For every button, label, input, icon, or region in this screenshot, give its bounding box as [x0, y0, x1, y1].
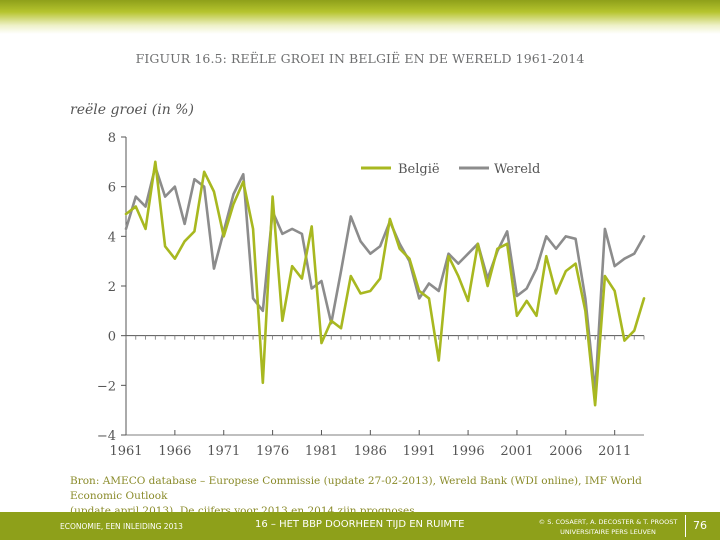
x-tick-label: 1981 [305, 444, 338, 459]
x-tick-label: 2001 [500, 444, 533, 459]
y-tick-label: −4 [97, 429, 116, 444]
series-line-wereld [124, 165, 646, 395]
y-axis-label: reële groei (in %) [70, 102, 194, 118]
x-tick-label: 1996 [452, 444, 485, 459]
footer-copyright: © S. COSAERT, A. DECOSTER & T. PROOST UN… [538, 517, 678, 537]
x-tick-label: 1971 [207, 444, 240, 459]
source-line-1: Bron: AMECO database – Europese Commissi… [70, 475, 642, 502]
y-tick-label: 2 [108, 280, 116, 295]
x-tick-label: 2006 [549, 444, 582, 459]
footer-divider [685, 515, 686, 537]
footer-course-title: ECONOMIE, EEN INLEIDING 2013 [60, 522, 183, 531]
y-tick-label: 4 [108, 230, 116, 245]
legend-label-wereld: Wereld [494, 162, 540, 177]
series-line-belgie [124, 160, 646, 407]
footer-copyright-publisher: UNIVERSITAIRE PERS LEUVEN [560, 528, 656, 536]
footer-chapter-title: 16 – HET BBP DOORHEEN TIJD EN RUIMTE [255, 519, 465, 530]
y-tick-label: 6 [108, 181, 116, 196]
y-tick-label: 8 [108, 131, 116, 146]
footer-copyright-authors: © S. COSAERT, A. DECOSTER & T. PROOST [538, 518, 678, 526]
x-tick-label: 1976 [256, 444, 289, 459]
x-tick-label: 2011 [598, 444, 631, 459]
y-tick-label: −2 [97, 379, 116, 394]
y-tick-label: 0 [108, 330, 116, 345]
x-tick-label: 1991 [403, 444, 436, 459]
legend-label-belgie: België [398, 162, 440, 177]
x-tick-label: 1961 [109, 444, 142, 459]
footer-bar: ECONOMIE, EEN INLEIDING 2013 16 – HET BB… [0, 512, 720, 540]
figure-title: FIGUUR 16.5: REËLE GROEI IN BELGIË EN DE… [135, 51, 585, 66]
header-band [0, 0, 720, 34]
x-tick-label: 1986 [354, 444, 387, 459]
page-number: 76 [693, 519, 707, 532]
x-tick-label: 1966 [158, 444, 191, 459]
